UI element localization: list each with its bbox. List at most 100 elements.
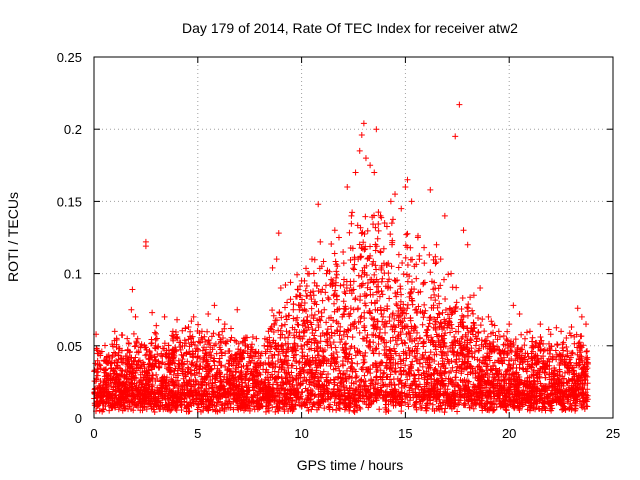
- data-point: [333, 271, 340, 278]
- data-point: [354, 306, 361, 313]
- data-point: [118, 347, 125, 354]
- data-point: [361, 309, 368, 316]
- data-point: [334, 306, 341, 313]
- data-point: [347, 305, 354, 312]
- data-point: [285, 334, 292, 341]
- data-point: [402, 362, 409, 369]
- data-point: [414, 367, 421, 374]
- data-point: [97, 365, 104, 372]
- data-point: [371, 271, 378, 278]
- data-point: [563, 343, 570, 350]
- data-point: [358, 230, 365, 237]
- data-point: [302, 287, 309, 294]
- data-point: [584, 348, 591, 355]
- data-point: [393, 341, 400, 348]
- data-point: [375, 221, 382, 228]
- data-point: [347, 310, 354, 317]
- data-point: [193, 358, 200, 365]
- data-point: [510, 370, 517, 377]
- data-point: [404, 301, 411, 308]
- data-point: [416, 256, 423, 263]
- data-point: [378, 288, 385, 295]
- data-point: [470, 319, 477, 326]
- data-point: [398, 408, 405, 415]
- data-point: [529, 334, 536, 341]
- data-point: [354, 360, 361, 367]
- data-point: [119, 368, 126, 375]
- data-point: [109, 343, 116, 350]
- data-point: [364, 227, 371, 234]
- data-point: [346, 313, 353, 320]
- data-point: [362, 327, 369, 334]
- data-point: [523, 329, 530, 336]
- data-point: [426, 251, 433, 258]
- data-point: [331, 250, 338, 257]
- data-point: [198, 334, 205, 341]
- data-point: [341, 289, 348, 296]
- data-point: [328, 323, 335, 330]
- data-point: [464, 304, 471, 311]
- data-point: [372, 224, 379, 231]
- data-point: [340, 298, 347, 305]
- data-point: [525, 353, 532, 360]
- data-point: [427, 349, 434, 356]
- data-point: [503, 336, 510, 343]
- data-point: [331, 300, 338, 307]
- data-point: [360, 239, 367, 246]
- data-point: [451, 333, 458, 340]
- data-point: [394, 302, 401, 309]
- data-point: [333, 327, 340, 334]
- data-point: [563, 334, 570, 341]
- data-point: [321, 306, 328, 313]
- data-point: [396, 368, 403, 375]
- data-point: [111, 349, 118, 356]
- data-point: [376, 350, 383, 357]
- data-point: [231, 337, 238, 344]
- data-point: [303, 282, 310, 289]
- data-point: [369, 214, 376, 221]
- data-point: [475, 314, 482, 321]
- data-point: [386, 295, 393, 302]
- data-point: [404, 230, 411, 237]
- data-point: [266, 334, 273, 341]
- data-point: [439, 309, 446, 316]
- data-point: [375, 227, 382, 234]
- data-point: [459, 312, 466, 319]
- data-point: [395, 251, 402, 258]
- data-point: [213, 350, 220, 357]
- data-point: [153, 371, 160, 378]
- data-point: [94, 372, 101, 379]
- data-point: [281, 321, 288, 328]
- data-point: [352, 374, 359, 381]
- data-point: [363, 292, 370, 299]
- data-point: [349, 359, 356, 366]
- data-point: [115, 352, 122, 359]
- data-point: [373, 283, 380, 290]
- data-point: [294, 286, 301, 293]
- data-point: [216, 332, 223, 339]
- data-point: [325, 296, 332, 303]
- data-point: [269, 307, 276, 314]
- data-point: [317, 338, 324, 345]
- data-point: [445, 271, 452, 278]
- data-point: [179, 327, 186, 334]
- data-point: [437, 319, 444, 326]
- data-point: [315, 308, 322, 315]
- data-point: [310, 270, 317, 277]
- data-point: [369, 291, 376, 298]
- data-point: [381, 346, 388, 353]
- data-point: [151, 329, 158, 336]
- data-point: [319, 297, 326, 304]
- data-point: [472, 342, 479, 349]
- data-point: [420, 279, 427, 286]
- data-point: [377, 248, 384, 255]
- data-point: [323, 319, 330, 326]
- data-point: [346, 407, 353, 414]
- chart-title: Day 179 of 2014, Rate Of TEC Index for r…: [182, 20, 518, 36]
- data-point: [271, 351, 278, 358]
- data-point: [484, 333, 491, 340]
- data-point: [332, 287, 339, 294]
- data-point: [392, 365, 399, 372]
- data-point: [413, 261, 420, 268]
- data-point: [358, 253, 365, 260]
